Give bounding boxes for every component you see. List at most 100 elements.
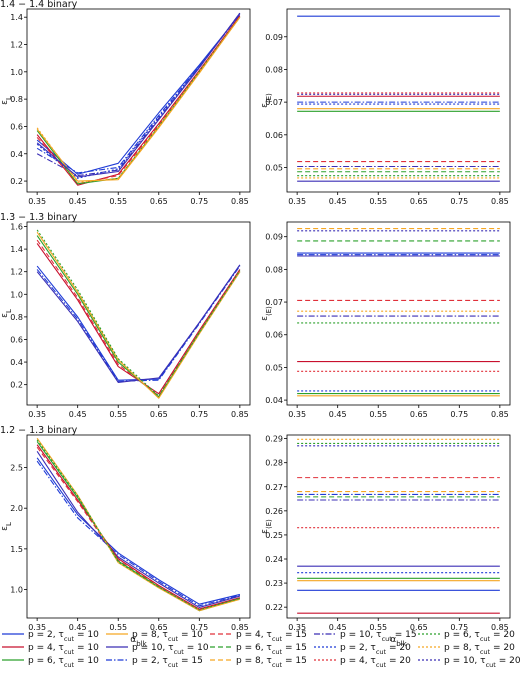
x-tick-label: 0.55 (109, 197, 127, 206)
x-tick-label: 0.85 (491, 410, 509, 419)
y-tick-label: 0.07 (265, 98, 283, 107)
plot-frame (26, 8, 251, 193)
x-tick-label: 0.85 (491, 623, 509, 632)
series-line-p8_10 (36, 231, 241, 399)
x-tick-label: 0.35 (28, 197, 46, 206)
legend-label: p = 6, τcut = 10 (28, 656, 99, 669)
legend-label: p = 6, τcut = 20 (444, 630, 515, 643)
y-tick-label: 0.09 (265, 233, 283, 242)
x-tick-label: 0.45 (69, 410, 87, 419)
y-tick-label: 0.07 (265, 298, 283, 307)
series-line-p4_15 (36, 446, 241, 611)
y-tick-label: 0.23 (265, 579, 283, 588)
panel-title: 1.2 − 1.3 binary (0, 425, 78, 436)
y-tick-label: 2.5 (10, 464, 23, 473)
legend-label: p = 8, τcut = 15 (236, 656, 307, 669)
x-tick-label: 0.65 (150, 410, 168, 419)
x-tick-label: 0.55 (369, 410, 387, 419)
y-tick-label: 0.8 (10, 313, 23, 322)
y-axis-label: εL (0, 309, 13, 318)
y-tick-label: 0.09 (265, 33, 283, 42)
x-tick-label: 0.55 (369, 623, 387, 632)
x-tick-label: 0.35 (288, 197, 306, 206)
plot-frame (286, 8, 511, 193)
series-line-p10_10 (36, 450, 241, 608)
series-line-p10_15 (36, 12, 241, 177)
panel-title: 1.3 − 1.3 binary (0, 212, 78, 223)
y-tick-label: 2.0 (10, 504, 23, 513)
x-tick-label: 0.45 (69, 197, 87, 206)
y-tick-label: 0.08 (265, 265, 283, 274)
y-tick-label: 0.24 (265, 555, 283, 564)
x-tick-label: 0.85 (491, 197, 509, 206)
legend-label: p = 8, τcut = 20 (444, 643, 515, 656)
legend-label: p = 10, τcut = 15 (340, 630, 417, 643)
y-tick-label: 0.4 (10, 150, 23, 159)
series-line-p8_10 (36, 16, 241, 182)
y-tick-label: 1.2 (10, 268, 23, 277)
series-line-p2_10 (36, 264, 241, 381)
y-tick-label: 1.6 (10, 223, 23, 232)
legend-label: p = 2, τcut = 15 (132, 656, 203, 669)
y-tick-label: 0.05 (265, 363, 283, 372)
series-line-p10_10 (36, 12, 241, 178)
y-tick-label: 0.06 (265, 331, 283, 340)
chart-panel-row2-left: 0.35 0.45 0.55 0.65 0.75 0.85 0.2 0.4 0.6 0.8 1.0 1… (0, 212, 251, 419)
x-tick-label: 0.45 (329, 197, 347, 206)
x-axis-label: αblk (130, 635, 147, 648)
series-line-p4_10 (36, 15, 241, 186)
y-axis-label: ε⟨E⟩ (260, 306, 273, 321)
series-line-p2_10 (36, 457, 240, 605)
y-tick-label: 1.5 (10, 545, 23, 554)
y-tick-label: 0.6 (10, 122, 23, 131)
series-line-p6_20 (36, 439, 241, 611)
series-line-p2_15 (36, 14, 241, 174)
y-tick-label: 0.4 (10, 358, 23, 367)
series-line-p2_15 (36, 460, 240, 607)
y-tick-label: 1.0 (10, 586, 23, 595)
legend-label: p = 6, τcut = 15 (236, 643, 307, 656)
legend-label: p = 8, τcut = 10 (132, 630, 203, 643)
series-line-p2_10 (36, 14, 241, 175)
x-tick-label: 0.35 (288, 410, 306, 419)
legend-label: p = 10, τcut = 10 (132, 643, 209, 656)
series-line-p4_15 (36, 16, 241, 185)
x-tick-label: 0.35 (28, 623, 46, 632)
y-tick-label: 0.8 (10, 95, 23, 104)
x-tick-label: 0.75 (190, 623, 208, 632)
chart-panel-row3-left: 0.35 0.45 0.55 0.65 0.75 0.85 1.0 1.5 2.0 2.5 1.2 … (0, 425, 251, 648)
series-line-p8_20 (36, 16, 241, 183)
chart-panel-row3-right: 0.35 0.45 0.55 0.65 0.75 0.85 0.22 0.23 0.24 0.25… (260, 434, 511, 648)
x-tick-label: 0.45 (329, 623, 347, 632)
x-tick-label: 0.55 (369, 197, 387, 206)
y-tick-label: 0.04 (265, 396, 283, 405)
plot-frame (26, 434, 251, 619)
x-tick-label: 0.75 (450, 410, 468, 419)
x-tick-label: 0.45 (329, 410, 347, 419)
y-tick-label: 0.06 (265, 131, 283, 140)
x-tick-label: 0.75 (190, 197, 208, 206)
plot-frame (286, 434, 511, 619)
y-tick-label: 0.6 (10, 335, 23, 344)
legend-label: p = 4, τcut = 10 (28, 643, 99, 656)
x-tick-label: 0.85 (231, 197, 249, 206)
y-tick-label: 0.28 (265, 459, 283, 468)
x-tick-label: 0.65 (410, 197, 428, 206)
x-tick-label: 0.75 (190, 410, 208, 419)
y-tick-label: 1.0 (10, 290, 23, 299)
y-tick-label: 0.29 (265, 435, 283, 444)
x-tick-label: 0.45 (69, 623, 87, 632)
plot-frame (286, 221, 511, 406)
x-tick-label: 0.65 (150, 623, 168, 632)
y-tick-label: 0.25 (265, 531, 283, 540)
y-tick-label: 1.0 (10, 68, 23, 77)
series-line-p6_20 (36, 229, 241, 397)
x-tick-label: 0.35 (288, 623, 306, 632)
y-tick-label: 1.4 (10, 245, 23, 254)
y-tick-label: 0.08 (265, 65, 283, 74)
y-tick-label: 0.05 (265, 163, 283, 172)
legend-label: p = 10, τcut = 20 (444, 656, 520, 669)
x-tick-label: 0.85 (231, 410, 249, 419)
series-line-p8_10 (36, 437, 241, 612)
